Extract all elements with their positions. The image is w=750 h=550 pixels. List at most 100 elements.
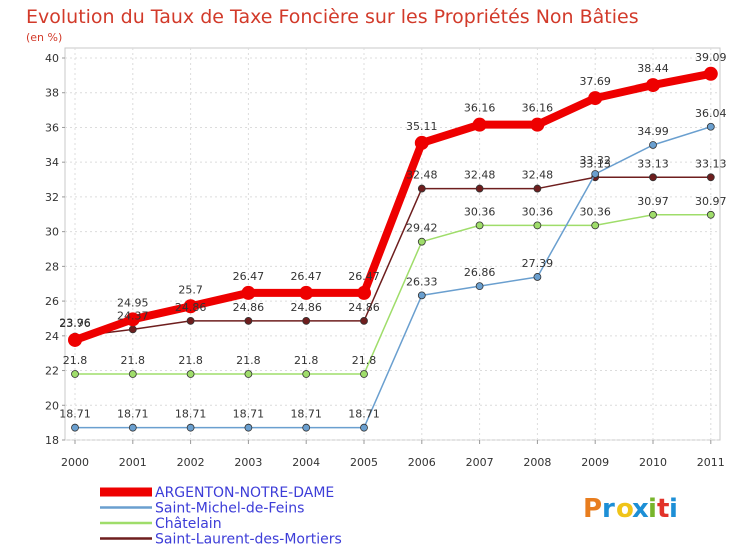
data-label: 24.86 xyxy=(348,301,380,314)
data-point xyxy=(299,285,314,300)
plot-frame xyxy=(64,47,721,441)
data-label: 33.13 xyxy=(695,157,727,170)
logo-letter: P xyxy=(583,494,602,524)
data-label: 18.71 xyxy=(59,408,91,421)
chart-title: Evolution du Taux de Taxe Foncière sur l… xyxy=(26,6,639,28)
data-label: 32.48 xyxy=(522,169,554,182)
data-label: 35.11 xyxy=(406,120,438,133)
x-tick-label: 2009 xyxy=(581,456,609,469)
data-point xyxy=(128,423,137,432)
legend-label: Châtelain xyxy=(155,516,222,532)
data-point xyxy=(417,291,426,300)
data-point xyxy=(475,221,484,230)
data-point xyxy=(360,316,368,325)
data-point xyxy=(649,210,657,219)
data-point xyxy=(302,316,311,325)
data-label: 36.04 xyxy=(695,107,727,120)
data-label: 30.97 xyxy=(637,195,669,208)
series-line xyxy=(74,176,712,338)
data-label: 33.32 xyxy=(579,154,611,167)
data-point xyxy=(533,273,542,281)
x-tick-label: 2007 xyxy=(466,456,494,469)
data-label: 36.16 xyxy=(464,102,496,115)
data-label: 21.8 xyxy=(352,354,377,367)
y-tick-label: 38 xyxy=(45,87,59,100)
logo-letter: x xyxy=(632,494,649,524)
data-label: 24.86 xyxy=(175,301,207,314)
logo-letter: i xyxy=(648,494,657,524)
logo-letter: r xyxy=(602,494,615,524)
data-label: 29.42 xyxy=(406,222,438,235)
y-tick-label: 30 xyxy=(45,226,59,239)
data-labels: 23.96 24.37 24.86 24.86 24.86 24.86 32.48 32.48… xyxy=(59,51,726,421)
data-label: 24.86 xyxy=(233,301,265,314)
data-label: 21.8 xyxy=(236,354,261,367)
y-tick-label: 22 xyxy=(45,365,59,378)
series-line xyxy=(74,214,712,375)
data-point xyxy=(417,184,426,193)
data-label: 30.36 xyxy=(522,205,554,218)
legend-label: Saint-Michel-de-Feins xyxy=(155,501,304,517)
data-label: 26.47 xyxy=(290,270,322,283)
data-label: 25.7 xyxy=(178,283,203,296)
data-label: 24.86 xyxy=(290,301,322,314)
data-point xyxy=(649,173,657,182)
data-label: 23.96 xyxy=(59,317,91,330)
data-point xyxy=(360,370,368,378)
data-point xyxy=(360,423,368,432)
data-label: 18.71 xyxy=(290,408,322,421)
data-label: 23.76 xyxy=(59,317,91,330)
data-point xyxy=(475,184,484,193)
data-point xyxy=(533,184,542,193)
data-point xyxy=(244,423,253,432)
data-point xyxy=(244,370,253,378)
data-point xyxy=(241,285,256,300)
y-tick-label: 32 xyxy=(45,191,59,204)
data-label: 30.36 xyxy=(579,205,611,218)
data-label: 24.37 xyxy=(117,309,149,322)
x-tick-label: 2002 xyxy=(177,456,205,469)
x-tick-label: 2011 xyxy=(697,456,725,469)
data-point xyxy=(703,66,718,81)
data-point xyxy=(183,299,198,314)
data-point xyxy=(186,316,195,325)
data-point xyxy=(357,285,371,300)
x-tick-label: 2008 xyxy=(523,456,551,469)
data-label: 39.09 xyxy=(695,51,727,64)
data-label: 18.71 xyxy=(117,408,149,421)
series-layer xyxy=(68,66,718,432)
y-tick-label: 34 xyxy=(45,156,59,169)
x-tick-label: 2003 xyxy=(234,456,262,469)
data-label: 30.36 xyxy=(464,205,496,218)
data-label: 33.13 xyxy=(637,157,669,170)
y-tick-label: 18 xyxy=(45,434,59,447)
data-point xyxy=(302,423,311,432)
data-label: 30.97 xyxy=(695,195,727,208)
logo-letter: t xyxy=(657,494,669,524)
data-point xyxy=(125,312,140,327)
x-tick-label: 2004 xyxy=(292,456,320,469)
legend-label: ARGENTON-NOTRE-DAME xyxy=(155,485,334,501)
data-point xyxy=(71,370,79,378)
logo-letter: o xyxy=(616,494,634,524)
data-label: 24.95 xyxy=(117,296,149,309)
y-tick-label: 20 xyxy=(45,399,59,412)
data-label: 32.48 xyxy=(464,169,496,182)
data-point xyxy=(244,316,253,325)
data-label: 26.47 xyxy=(348,270,380,283)
data-label: 18.71 xyxy=(348,408,380,421)
data-label: 21.8 xyxy=(63,354,88,367)
data-label: 27.39 xyxy=(522,257,554,270)
data-point xyxy=(706,210,715,219)
data-label: 21.8 xyxy=(178,354,203,367)
gridlines xyxy=(65,48,720,441)
data-point xyxy=(530,117,545,132)
data-point xyxy=(706,173,715,182)
x-tick-label: 2000 xyxy=(61,456,89,469)
data-point xyxy=(128,325,137,334)
data-point xyxy=(588,91,603,106)
data-label: 34.99 xyxy=(637,125,669,138)
y-tick-label: 26 xyxy=(45,295,59,308)
x-axis: 2000 2001 2002 2003 2004 2005 2006 2007 2008 2009… xyxy=(61,440,725,469)
